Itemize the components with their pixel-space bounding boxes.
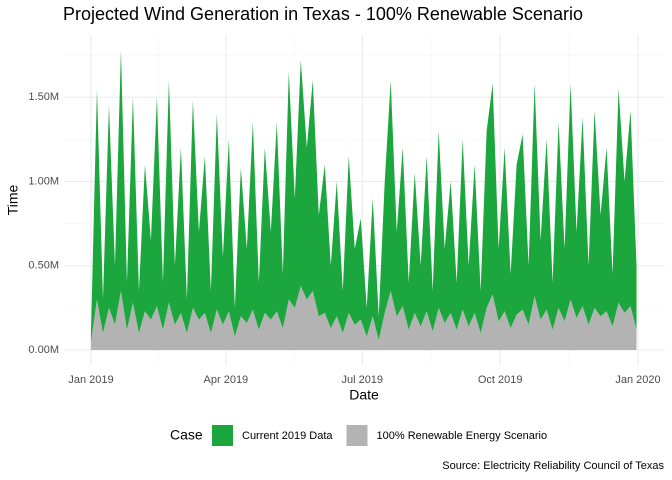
- caption: Source: Electricity Reliability Council …: [442, 460, 664, 472]
- x-tick-label: Apr 2019: [204, 374, 249, 386]
- y-tick-label: 0.00M: [28, 344, 59, 356]
- chart-title: Projected Wind Generation in Texas - 100…: [63, 4, 583, 24]
- y-axis-label: Time: [5, 184, 21, 215]
- legend-swatch: [346, 425, 368, 446]
- area: [90, 285, 637, 350]
- x-tick-label: Jan 2020: [615, 374, 660, 386]
- x-axis-label: Date: [349, 387, 379, 403]
- legend-swatch: [212, 425, 233, 446]
- y-tick-label: 1.00M: [28, 175, 59, 187]
- legend-label: Current 2019 Data: [242, 430, 333, 442]
- y-tick-label: 1.50M: [28, 91, 59, 103]
- legend-label: 100% Renewable Energy Scenario: [377, 430, 548, 442]
- area: [90, 50, 637, 342]
- x-tick-label: Oct 2019: [478, 374, 523, 386]
- y-tick-label: 0.50M: [28, 260, 59, 272]
- x-tick-label: Jul 2019: [341, 374, 383, 386]
- legend-title: Case: [170, 427, 203, 443]
- x-tick-label: Jan 2019: [68, 374, 113, 386]
